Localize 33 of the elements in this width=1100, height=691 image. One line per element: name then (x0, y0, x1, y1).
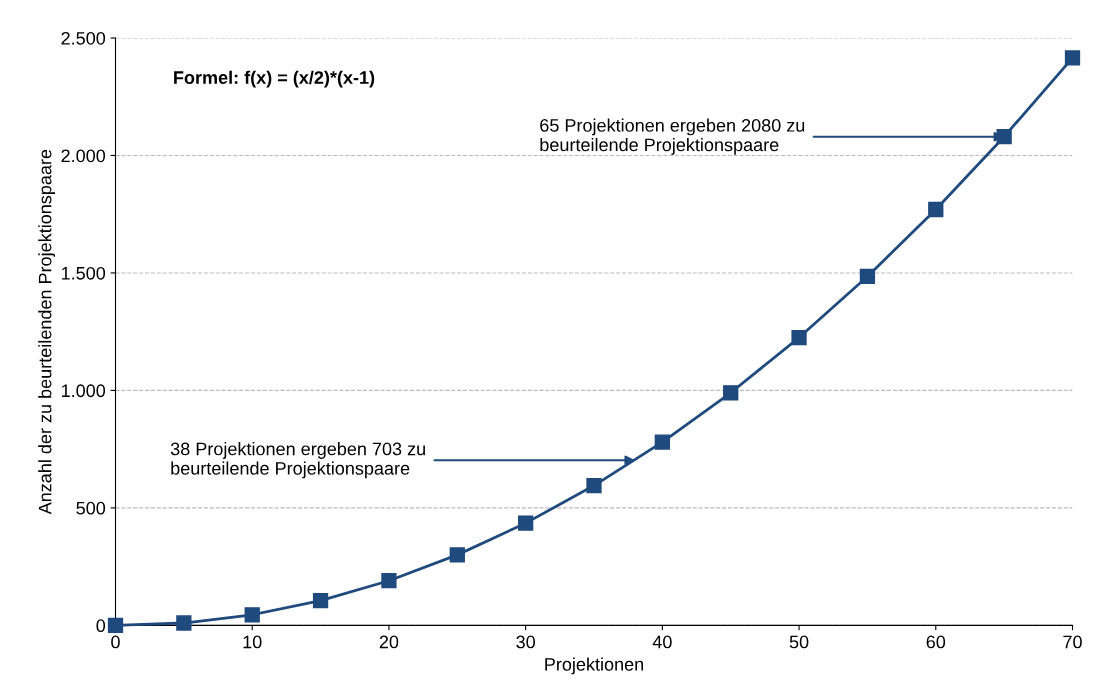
x-tick-label: 50 (789, 635, 809, 649)
point (312, 593, 329, 609)
x-tick-label: 30 (516, 635, 535, 649)
y-tick-label: 0 (96, 619, 106, 633)
x-tick-label: 60 (926, 635, 946, 649)
y-tick-label: 2.500 (61, 31, 106, 45)
point (518, 515, 534, 531)
point (381, 573, 397, 589)
point (928, 201, 944, 218)
x-tick-label: 40 (652, 635, 672, 649)
y-axis-title: Anzahl der zu beurteilenden Projektionspaare (38, 149, 56, 515)
point (176, 615, 192, 631)
point (1064, 50, 1081, 66)
y-tick-label: 500 (76, 501, 106, 515)
x-tick-label: 70 (1063, 635, 1082, 649)
y-tick-label: 2.000 (61, 149, 106, 163)
point (654, 434, 670, 450)
point (107, 617, 124, 633)
point (791, 329, 807, 346)
x-tick-label: 10 (243, 635, 262, 649)
point (244, 607, 260, 623)
x-axis-title: Projektionen (545, 657, 644, 675)
annotation: Formel: f(x) = (x/2)*(x-1) (174, 70, 375, 88)
point (449, 547, 465, 563)
point (859, 268, 876, 285)
x-tick-label: 20 (379, 635, 399, 649)
x-tick-label: 0 (111, 635, 120, 649)
y-tick-label: 1.500 (61, 266, 106, 280)
annotation: 38 Projektionen ergeben 703 zu beurteilende Projektionspaare (170, 442, 425, 479)
point (586, 477, 602, 494)
point (723, 385, 739, 401)
annotation: 65 Projektionen ergeben 2080 zu beurteilende Projektionspaare (540, 118, 805, 155)
y-tick-label: 1.000 (61, 384, 106, 398)
